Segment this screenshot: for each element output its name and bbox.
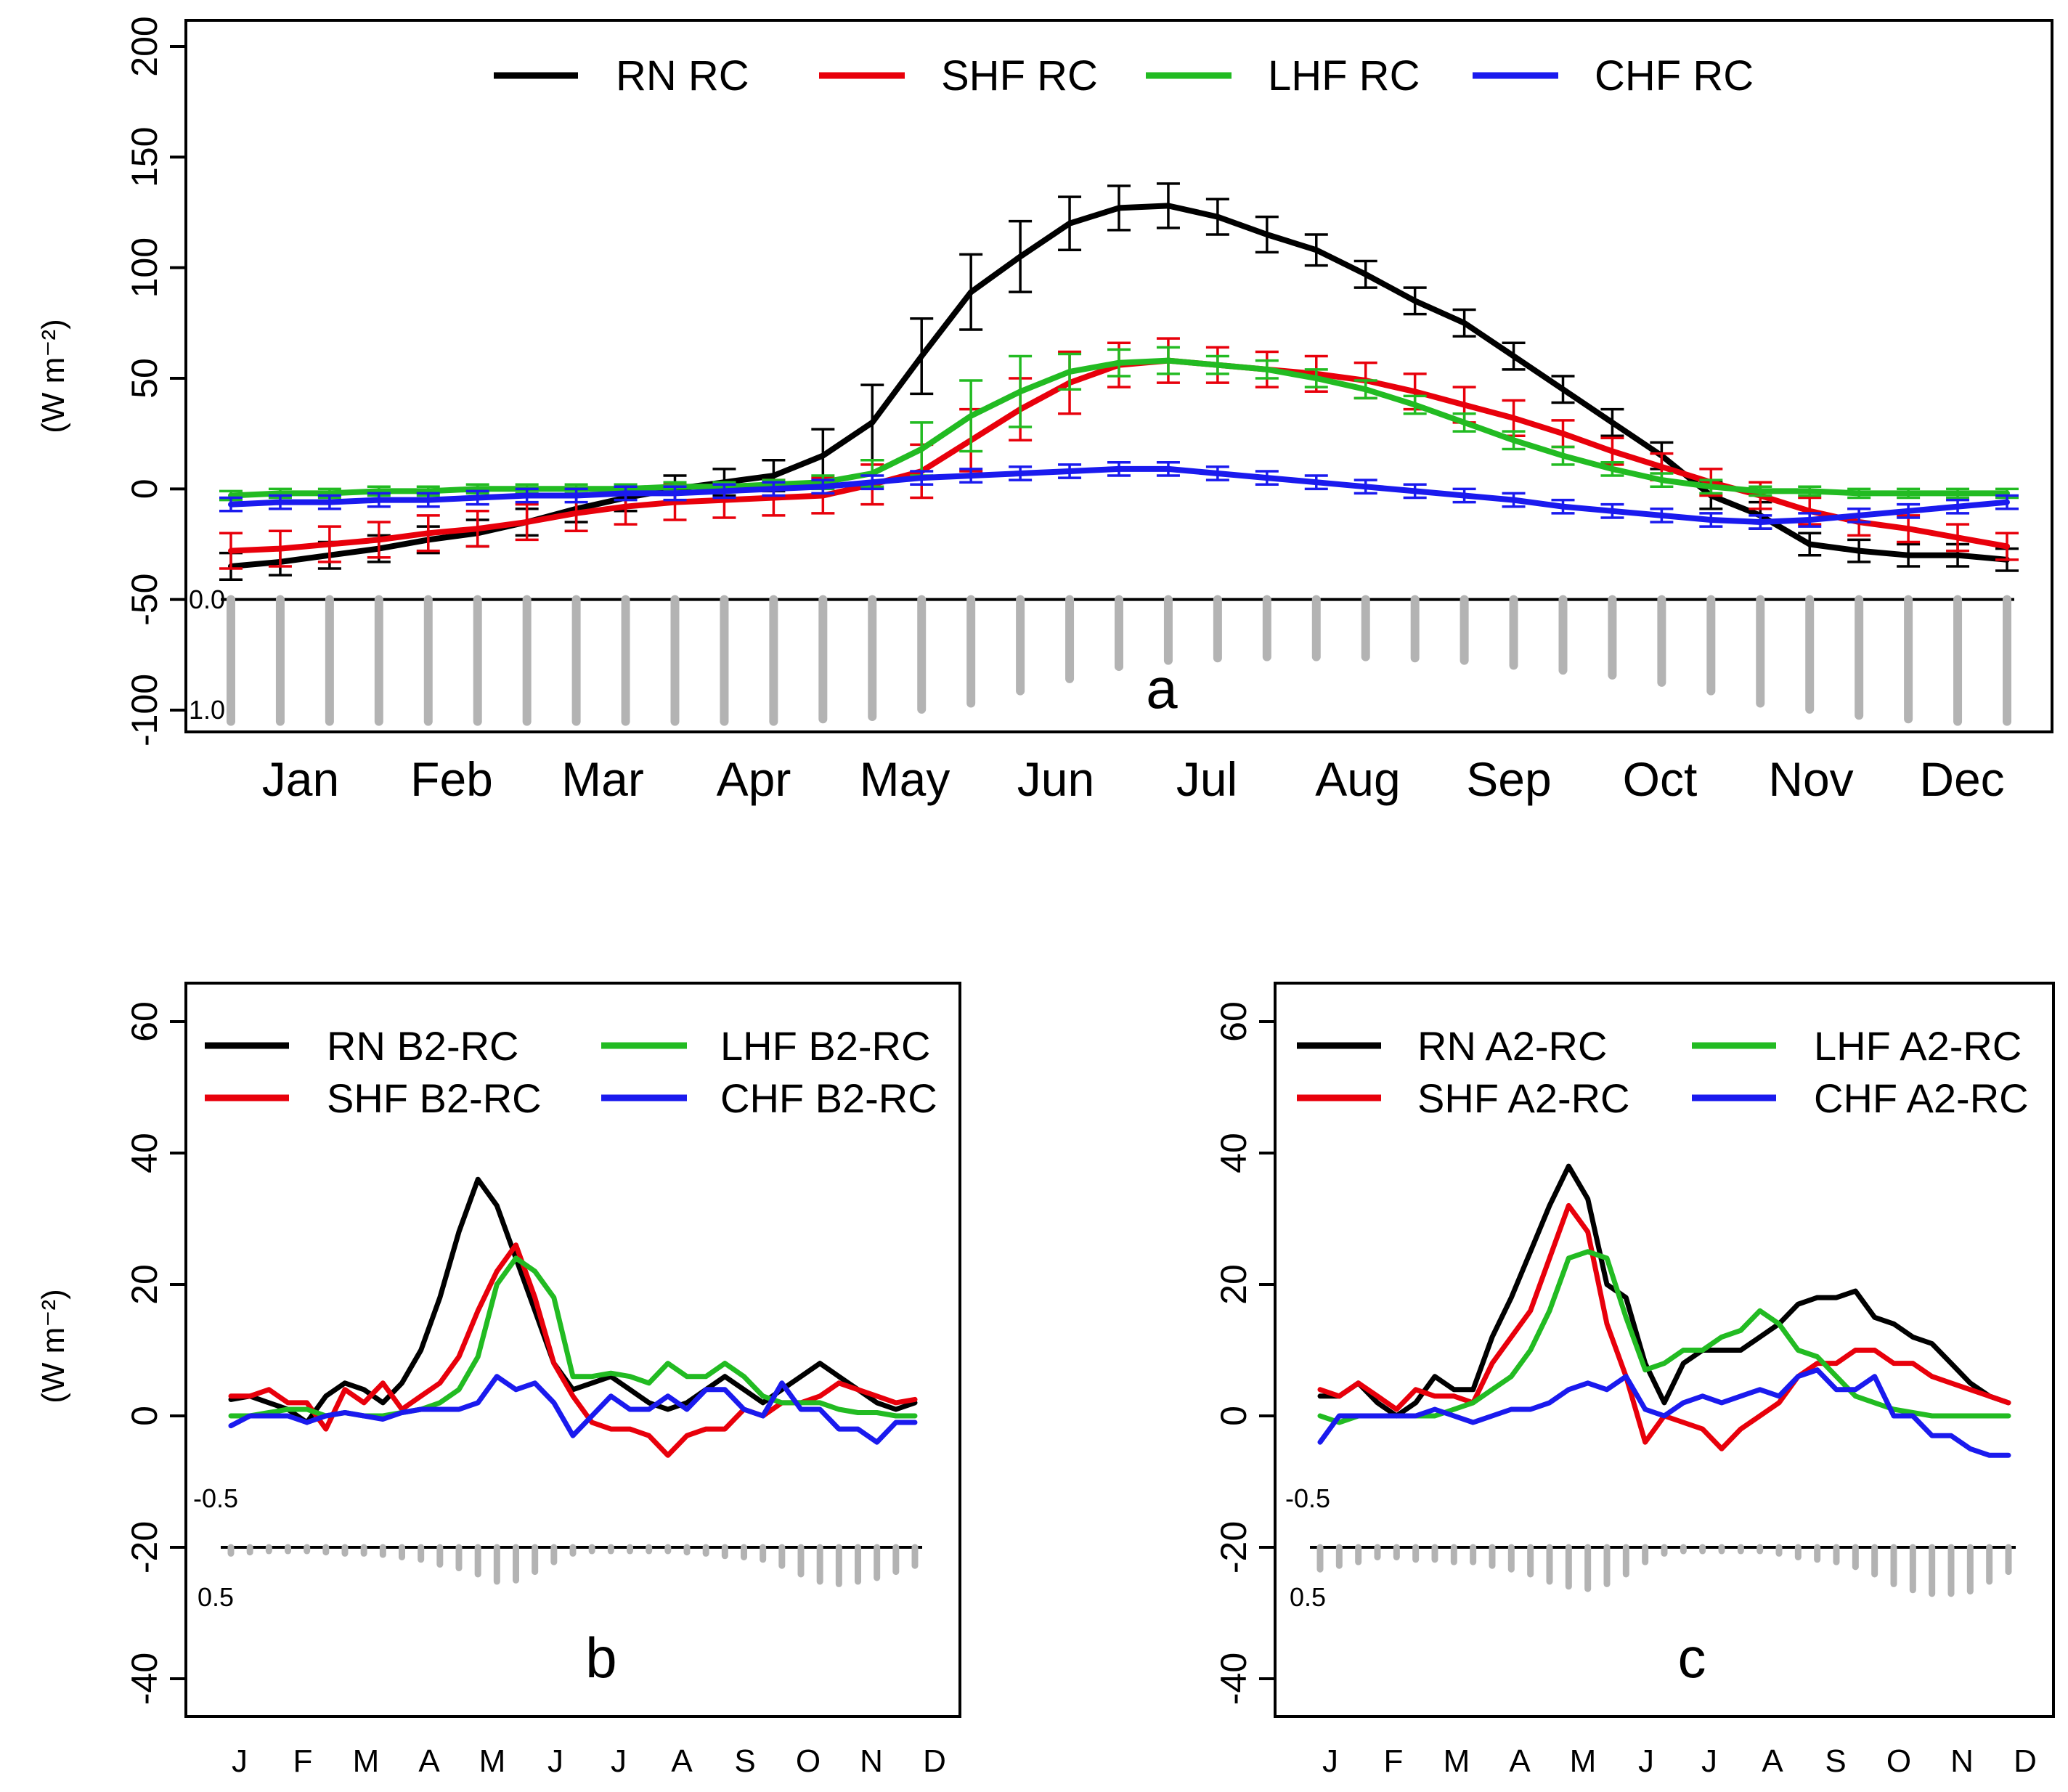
- x-tick-label: Aug: [1315, 752, 1400, 806]
- y-tick-label: -20: [1213, 1521, 1254, 1573]
- plot-frame-c: [1274, 982, 2055, 1718]
- x-tick-label: M: [1570, 1743, 1597, 1779]
- legend-label-chf-b2-rc: CHF B2-RC: [720, 1075, 937, 1121]
- x-tick-label: D: [2014, 1743, 2037, 1779]
- y-tick-label: 100: [124, 237, 165, 298]
- x-tick-label: S: [734, 1743, 755, 1779]
- x-tick-label: Sep: [1466, 752, 1551, 806]
- x-tick-label: A: [1762, 1743, 1783, 1779]
- panel-a: (W m⁻²) -100 -50 0 50 100 150 200 Jan Feb Mar Apr…: [36, 16, 2053, 806]
- y-tick-label: -40: [1213, 1653, 1254, 1705]
- x-tick-label: A: [418, 1743, 440, 1779]
- x-tick-label: D: [923, 1743, 946, 1779]
- x-tick-label: F: [1384, 1743, 1404, 1779]
- legend-label-lhf-rc: LHF RC: [1268, 52, 1420, 99]
- legend-label-lhf-b2-rc: LHF B2-RC: [720, 1023, 930, 1069]
- x-tick-label: S: [1825, 1743, 1846, 1779]
- panel-label-c: c: [1678, 1626, 1706, 1690]
- legend-label-shf-b2-rc: SHF B2-RC: [327, 1075, 542, 1121]
- x-tick-label: Jan: [262, 752, 339, 806]
- x-tick-label: Feb: [410, 752, 493, 806]
- legend-label-lhf-a2-rc: LHF A2-RC: [1814, 1023, 2022, 1069]
- y-tick-label: 60: [124, 1001, 165, 1042]
- series-chf-rc-line: [228, 465, 2010, 525]
- x-tick-label: Jun: [1017, 752, 1094, 806]
- panel-c: -40 -20 0 20 40 60 J F M A M J J A S O N D -0.5 0.5 c RN…: [1213, 982, 2055, 1779]
- legend-c: RN A2-RC LHF A2-RC SHF A2-RC CHF A2-RC: [1297, 1023, 2029, 1121]
- x-tick-label: A: [671, 1743, 693, 1779]
- snow-scale-bottom-label-a: 1.0: [189, 695, 225, 725]
- x-tick-label: Mar: [561, 752, 644, 806]
- legend-label-chf-rc: CHF RC: [1595, 52, 1754, 99]
- x-tick-label: J: [611, 1743, 627, 1779]
- x-tick-label: Nov: [1768, 752, 1853, 806]
- y-tick-label: 20: [1213, 1264, 1254, 1305]
- x-tick-label: Jul: [1176, 752, 1237, 806]
- legend-label-shf-a2-rc: SHF A2-RC: [1417, 1075, 1630, 1121]
- x-tick-label: Oct: [1623, 752, 1698, 806]
- legend-label-rn-a2-rc: RN A2-RC: [1417, 1023, 1607, 1069]
- x-tick-label: O: [796, 1743, 821, 1779]
- x-tick-label: J: [1638, 1743, 1654, 1779]
- y-tick-label: 40: [124, 1133, 165, 1173]
- x-tick-label: N: [860, 1743, 883, 1779]
- x-tick-label: O: [1886, 1743, 1911, 1779]
- legend-b: RN B2-RC LHF B2-RC SHF B2-RC CHF B2-RC: [205, 1023, 937, 1121]
- y-axis-label-b: (W m⁻²): [36, 1289, 71, 1404]
- y-tick-label: -20: [124, 1521, 165, 1573]
- snow-scale-bottom-label-b: 0.5: [198, 1582, 234, 1612]
- y-tick-label: -50: [124, 574, 165, 626]
- plot-frame-a: [184, 19, 2053, 733]
- x-tick-label: M: [1444, 1743, 1470, 1779]
- panel-label-b: b: [585, 1626, 616, 1690]
- legend-label-shf-rc: SHF RC: [941, 52, 1098, 99]
- x-tick-label: F: [293, 1743, 313, 1779]
- series-rn-b2-rc-line: [228, 1176, 918, 1425]
- plot-frame-b: [184, 982, 961, 1718]
- y-tick-label: 50: [124, 358, 165, 399]
- y-tick-label: 150: [124, 127, 165, 187]
- series-lhf-a2-rc-line: [1317, 1249, 2011, 1425]
- series-chf-a2-rc-line: [1317, 1367, 2011, 1458]
- y-tick-label: 20: [124, 1264, 165, 1305]
- snow-scale-top-label-a: 0.0: [189, 585, 225, 614]
- x-tick-label: J: [232, 1743, 248, 1779]
- x-tick-label: J: [1701, 1743, 1717, 1779]
- x-tick-label: J: [547, 1743, 563, 1779]
- y-tick-label: 0: [1213, 1406, 1254, 1426]
- panel-label-a: a: [1146, 656, 1178, 720]
- x-tick-label: Apr: [717, 752, 791, 806]
- y-axis-label-a: (W m⁻²): [36, 319, 71, 433]
- y-tick-label: -40: [124, 1653, 165, 1705]
- x-tick-label: J: [1322, 1743, 1338, 1779]
- y-tick-label: 0: [124, 1406, 165, 1426]
- x-tick-label: M: [479, 1743, 506, 1779]
- y-tick-label: 40: [1213, 1133, 1254, 1173]
- x-tick-label: M: [353, 1743, 380, 1779]
- y-tick-label: 60: [1213, 1001, 1254, 1042]
- legend-label-rn-b2-rc: RN B2-RC: [327, 1023, 518, 1069]
- legend-label-chf-a2-rc: CHF A2-RC: [1814, 1075, 2029, 1121]
- series-chf-b2-rc-line: [228, 1374, 918, 1445]
- series-rn-a2-rc-line: [1317, 1163, 2011, 1419]
- snow-scale-bottom-label-c: 0.5: [1290, 1582, 1326, 1612]
- legend-label-rn-rc: RN RC: [616, 52, 749, 99]
- legend-a: RN RC SHF RC LHF RC CHF RC: [494, 52, 1754, 99]
- snow-scale-top-label-b: -0.5: [193, 1483, 238, 1513]
- snow-scale-top-label-c: -0.5: [1285, 1483, 1330, 1513]
- x-tick-label: A: [1509, 1743, 1531, 1779]
- x-tick-label: N: [1950, 1743, 1974, 1779]
- y-tick-label: 0: [124, 478, 165, 499]
- y-tick-label: -100: [124, 674, 165, 746]
- x-tick-label: May: [860, 752, 950, 806]
- y-tick-label: 200: [124, 16, 165, 76]
- x-tick-label: Dec: [1919, 752, 2004, 806]
